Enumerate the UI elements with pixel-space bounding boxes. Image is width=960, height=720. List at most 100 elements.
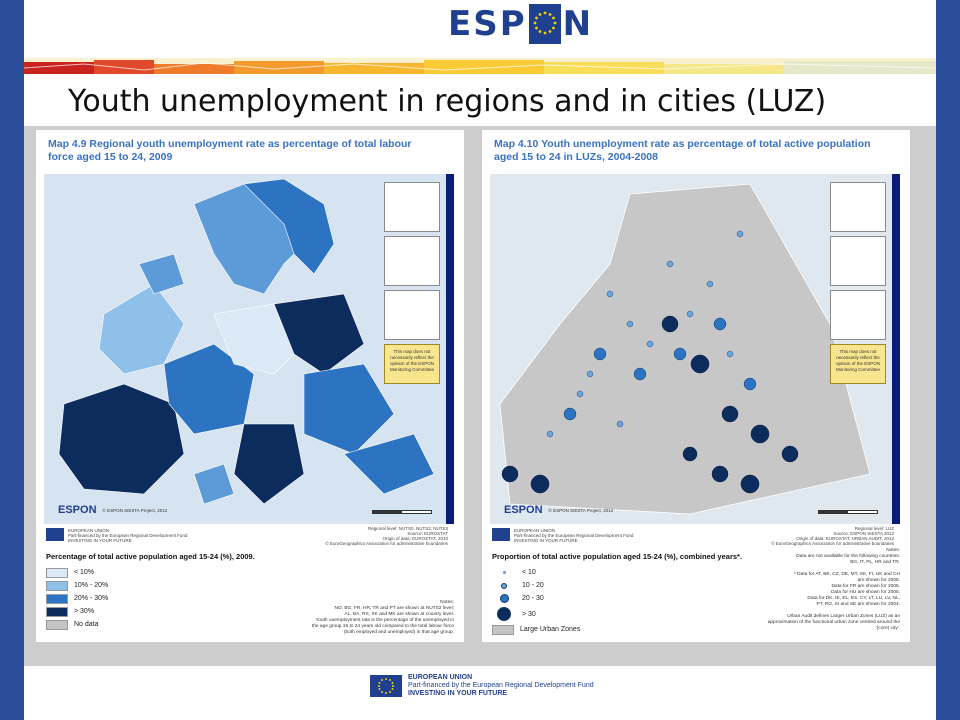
legend-label: No data xyxy=(74,621,99,628)
left-source-2: Source: EUROSTAT xyxy=(407,531,448,536)
left-legend-item: 10% - 20% xyxy=(46,579,108,592)
espon-logo: ESP N xyxy=(448,4,593,44)
left-legend-title: Percentage of total active population ag… xyxy=(46,552,255,561)
legend-label: 20% - 30% xyxy=(74,595,109,602)
left-eu-text-3: INVESTING IN YOUR FUTURE xyxy=(68,538,132,543)
left-map-title: Map 4.9 Regional youth unemployment rate… xyxy=(48,138,458,164)
left-notes: Notes: NO, BG, FR, HR, TR and PT are sho… xyxy=(264,600,454,636)
left-source-info: Regional level: NUTS0, NUTS2, NUTS3 Sour… xyxy=(325,526,448,546)
left-map-edge xyxy=(446,174,454,524)
legend-label: < 10% xyxy=(74,569,95,576)
inset-canarias xyxy=(384,182,440,232)
right-source-3: Origin of data: EUROSTAT, URBAN AUDIT, 2… xyxy=(796,536,894,541)
note-line: NO, BG, FR, HR, TR and PT are shown at N… xyxy=(334,606,454,611)
left-eu-text-2: Part-financed by the European Regional D… xyxy=(68,533,188,538)
left-source-3: Origin of data: EUROSTAT, 2010 xyxy=(382,536,448,541)
right-map-graphic xyxy=(490,174,892,524)
left-source-1: Regional level: NUTS0, NUTS2, NUTS3 xyxy=(367,526,448,531)
right-source-info: Regional level: LUZ Source: ESPON SIESTA… xyxy=(771,526,894,546)
left-eu-flag-icon xyxy=(46,528,64,541)
footer-line3: INVESTING IN YOUR FUTURE xyxy=(408,690,508,697)
left-eu-text: EUROPEAN UNION Part-financed by the Euro… xyxy=(68,528,187,543)
left-eu-text-1: EUROPEAN UNION xyxy=(68,528,110,533)
note-line: AL, BA, RS, XK and MK are shown at count… xyxy=(344,612,454,617)
left-map-graphic xyxy=(44,174,446,524)
left-espon-mini-text: ESPON xyxy=(58,504,97,516)
right-eu-flag-icon xyxy=(492,528,510,541)
legend-swatch xyxy=(46,580,68,591)
left-source-4: © EuroGeographics Association for admini… xyxy=(325,541,448,546)
right-legend-item: 10 - 20 xyxy=(492,579,580,592)
right-notes: Notes: Data are not available for the fo… xyxy=(710,548,900,632)
legend-symbol xyxy=(492,594,516,603)
content-area: Map 4.9 Regional youth unemployment rate… xyxy=(24,126,936,666)
right-source-2: Source: ESPON SIESTA 2012 xyxy=(833,531,894,536)
inset-canarias xyxy=(830,182,886,232)
right-eu-text: EUROPEAN UNION Part-financed by the Euro… xyxy=(514,528,633,543)
right-border-bar xyxy=(936,0,960,720)
left-scale-bar xyxy=(372,510,432,514)
note-line: the age group 15 to 24 years old compare… xyxy=(311,624,454,629)
left-legend-item: 20% - 30% xyxy=(46,592,108,605)
right-legend: < 10 10 - 20 20 - 30 > 30 Large Urban Zo… xyxy=(492,566,580,636)
left-legend-item: < 10% xyxy=(46,566,108,579)
note-line: Youth unemployment rate is the percentag… xyxy=(315,618,455,623)
right-disclaimer: This map does not necessarily reflect th… xyxy=(830,344,886,384)
note-line: '(core) city'. xyxy=(875,626,900,631)
inset-caribbean xyxy=(384,236,440,286)
left-map-title-line2: force aged 15 to 24, 2009 xyxy=(48,151,173,163)
right-legend-item: < 10 xyxy=(492,566,580,579)
note-line: Notes: xyxy=(440,600,454,605)
right-legend-title: Proportion of total active population ag… xyxy=(492,552,743,561)
note-line: (both employed and unemployed) in that a… xyxy=(343,630,454,635)
note-line: Data for FR are shown for 2006. xyxy=(831,584,900,589)
left-eu-row: EUROPEAN UNION Part-financed by the Euro… xyxy=(44,526,454,546)
note-line: BG, IT, PL, HR and TR. xyxy=(850,560,900,565)
slide-footer: EUROPEAN UNION Part-financed by the Euro… xyxy=(370,672,630,700)
legend-symbol xyxy=(492,582,516,589)
logo-text-left: ESP xyxy=(448,4,527,44)
note-line: approximation of the functional urban zo… xyxy=(767,620,900,625)
right-legend-item: Large Urban Zones xyxy=(492,623,580,636)
note-line: are shown for 2008. xyxy=(857,578,900,583)
legend-label: > 30 xyxy=(522,610,536,618)
right-map-credit: © ESPON SIESTA Project, 2012 xyxy=(548,507,614,513)
left-map-insets: This map does not necessarily reflect th… xyxy=(384,182,440,384)
left-border-bar xyxy=(0,0,24,720)
legend-symbol xyxy=(492,571,516,574)
legend-symbol xyxy=(492,607,516,621)
slide-header: ESP N xyxy=(24,0,936,48)
right-eu-text-2: Part-financed by the European Regional D… xyxy=(514,533,634,538)
legend-label: 20 - 30 xyxy=(522,595,544,602)
right-map-panel: Map 4.10 Youth unemployment rate as perc… xyxy=(482,130,910,642)
right-map-insets: This map does not necessarily reflect th… xyxy=(830,182,886,384)
left-legend-item: > 30% xyxy=(46,605,108,618)
legend-swatch xyxy=(46,593,68,604)
right-espon-mini-text: ESPON xyxy=(504,504,543,516)
right-map-title-line2: aged 15 to 24 in LUZs, 2004-2008 xyxy=(494,151,658,163)
inset-reunion xyxy=(384,290,440,340)
right-source-4: © EuroGeographics Association for admini… xyxy=(771,541,894,546)
legend-label: 10% - 20% xyxy=(74,582,109,589)
right-espon-mini-logo: ESPON © ESPON SIESTA Project, 2012 xyxy=(504,504,613,516)
legend-label: > 30% xyxy=(74,608,95,615)
right-proportional-symbol-map: This map does not necessarily reflect th… xyxy=(490,174,900,524)
legend-label: 10 - 20 xyxy=(522,582,544,589)
left-map-title-line1: Map 4.9 Regional youth unemployment rate… xyxy=(48,138,412,150)
left-espon-mini-logo: ESPON © ESPON SIESTA Project, 2012 xyxy=(58,504,167,516)
right-source-1: Regional level: LUZ xyxy=(854,526,894,531)
note-line: Urban Audit defines Larger Urban Zones (… xyxy=(787,614,900,619)
right-legend-item: 20 - 30 xyxy=(492,592,580,605)
legend-swatch xyxy=(492,624,514,635)
note-line: Data for HU are shown for 2005. xyxy=(830,590,900,595)
right-eu-row: EUROPEAN UNION Part-financed by the Euro… xyxy=(490,526,900,546)
inset-reunion xyxy=(830,290,886,340)
note-line: Data for DK, IE, EL, ES, CY, LT, LU, LV,… xyxy=(807,596,900,601)
left-disclaimer: This map does not necessarily reflect th… xyxy=(384,344,440,384)
slide-title: Youth unemployment in regions and in cit… xyxy=(68,84,827,119)
right-scale-bar xyxy=(818,510,878,514)
legend-swatch xyxy=(46,567,68,578)
eu-flag-icon xyxy=(528,4,561,44)
footer-text: EUROPEAN UNION Part-financed by the Euro… xyxy=(408,674,594,698)
legend-label: Large Urban Zones xyxy=(520,626,581,633)
